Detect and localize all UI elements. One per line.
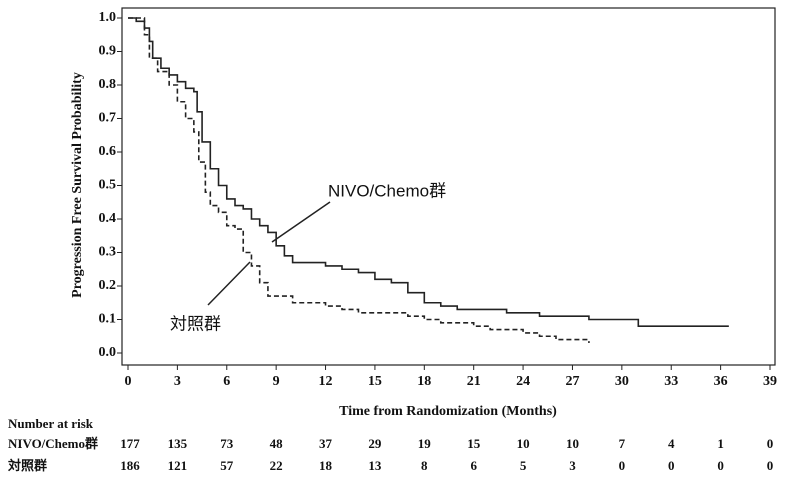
x-tick-label: 6 <box>223 374 230 389</box>
x-axis-label: Time from Randomization (Months) <box>339 404 557 419</box>
risk-count: 10 <box>517 436 530 451</box>
risk-count: 177 <box>120 436 140 451</box>
x-tick-label: 9 <box>273 374 280 389</box>
y-tick-label: 0.7 <box>99 111 117 126</box>
x-tick-label: 12 <box>319 374 333 389</box>
annotation: 対照群 <box>170 314 221 333</box>
plot-frame <box>121 7 776 366</box>
y-tick-label: 0.5 <box>99 178 117 193</box>
x-tick-label: 3 <box>174 374 181 389</box>
x-tick-label: 39 <box>763 374 777 389</box>
y-axis-label: Progression Free Survival Probability <box>70 72 85 298</box>
risk-count: 29 <box>368 436 382 451</box>
y-tick-label: 0.4 <box>99 211 117 226</box>
risk-count: 22 <box>270 458 283 473</box>
risk-count: 0 <box>767 458 774 473</box>
risk-count: 1 <box>717 436 724 451</box>
risk-row-name: NIVO/Chemo群 <box>8 436 98 451</box>
risk-count: 3 <box>569 458 576 473</box>
survival-curve <box>128 17 729 327</box>
x-tick-label: 15 <box>368 374 382 389</box>
risk-count: 13 <box>368 458 382 473</box>
annotation-line <box>271 201 331 243</box>
x-tick-label: 21 <box>467 374 481 389</box>
y-tick-label: 0.8 <box>99 77 117 92</box>
risk-count: 15 <box>467 436 481 451</box>
x-tick-label: 0 <box>125 374 132 389</box>
risk-count: 57 <box>220 458 234 473</box>
risk-count: 18 <box>319 458 333 473</box>
risk-count: 121 <box>168 458 188 473</box>
risk-count: 0 <box>767 436 774 451</box>
risk-count: 0 <box>717 458 724 473</box>
risk-table-title: Number at risk <box>8 416 94 431</box>
annotation-line <box>207 261 251 306</box>
risk-count: 37 <box>319 436 333 451</box>
risk-count: 186 <box>120 458 140 473</box>
y-tick-label: 0.6 <box>99 144 117 159</box>
x-tick-label: 30 <box>615 374 629 389</box>
risk-count: 10 <box>566 436 579 451</box>
y-tick-label: 1.0 <box>99 10 117 25</box>
risk-row-name: 対照群 <box>7 458 47 473</box>
risk-count: 19 <box>418 436 432 451</box>
y-tick-label: 0.0 <box>99 345 117 360</box>
annotation: NIVO/Chemo群 <box>328 181 446 200</box>
y-tick-label: 0.3 <box>99 245 117 260</box>
x-tick-label: 27 <box>565 374 579 389</box>
y-tick-label: 0.1 <box>99 312 117 327</box>
y-tick-label: 0.2 <box>99 278 117 293</box>
risk-count: 48 <box>270 436 284 451</box>
y-tick-label: 0.9 <box>99 44 117 59</box>
x-tick-label: 18 <box>417 374 431 389</box>
risk-count: 5 <box>520 458 527 473</box>
x-tick-label: 36 <box>714 374 728 389</box>
risk-count: 4 <box>668 436 675 451</box>
risk-count: 73 <box>220 436 234 451</box>
risk-count: 0 <box>668 458 675 473</box>
risk-count: 135 <box>168 436 188 451</box>
risk-count: 8 <box>421 458 428 473</box>
risk-count: 0 <box>619 458 626 473</box>
risk-count: 7 <box>619 436 626 451</box>
risk-count: 6 <box>470 458 477 473</box>
x-tick-label: 24 <box>516 374 530 389</box>
x-tick-label: 33 <box>664 374 678 389</box>
survival-curve <box>128 17 590 343</box>
